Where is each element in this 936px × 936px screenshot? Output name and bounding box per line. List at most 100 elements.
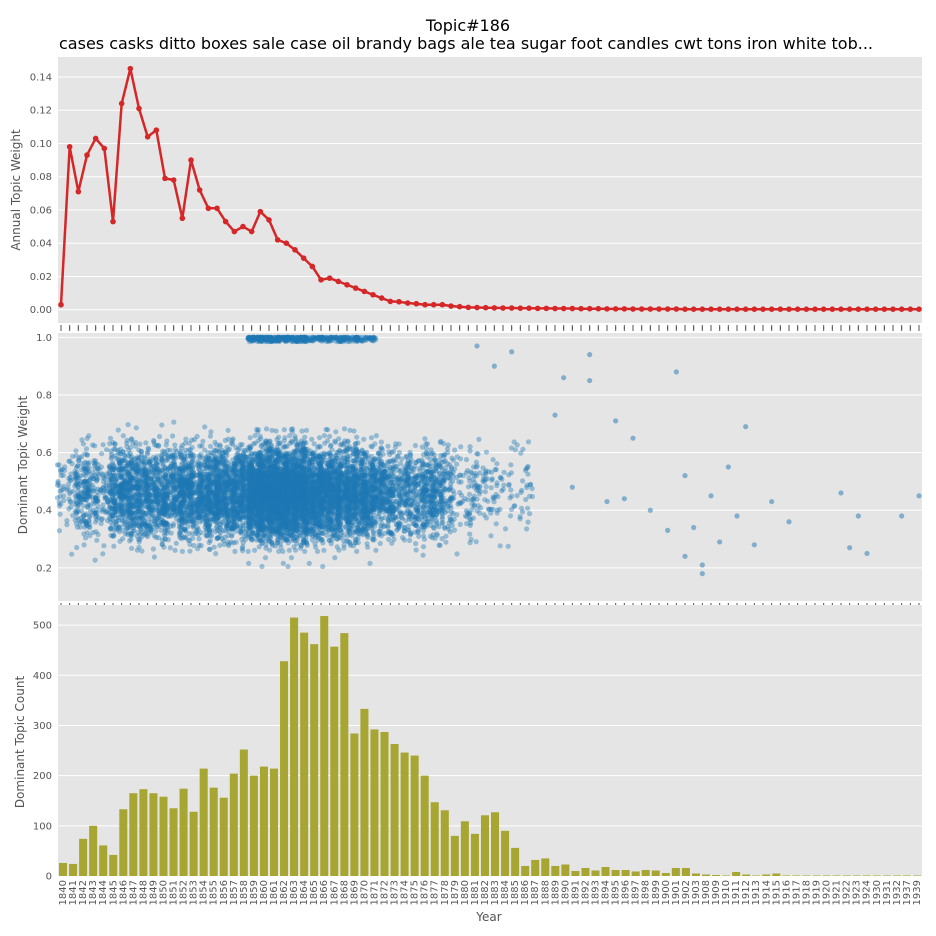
scatter-point (90, 488, 96, 494)
scatter-points (54, 334, 536, 570)
scatter-point (93, 494, 99, 500)
scatter-point (172, 447, 178, 453)
scatter-point (224, 463, 230, 469)
scatter-point (222, 470, 228, 476)
scatter-point (127, 489, 133, 495)
scatter-point (103, 474, 109, 480)
scatter-point (130, 475, 136, 481)
scatter-point (75, 482, 81, 488)
scatter-point (119, 482, 125, 488)
scatter-point (92, 499, 98, 505)
scatter-point (116, 495, 122, 501)
scatter-point (92, 557, 98, 563)
scatter-point (247, 535, 253, 541)
scatter-point (86, 465, 92, 471)
scatter-point (95, 492, 101, 499)
scatter-point (77, 480, 83, 486)
scatter-point (92, 514, 99, 520)
scatter-point (81, 467, 87, 473)
line-point (66, 143, 73, 150)
scatter-point (93, 506, 100, 513)
scatter-point (66, 490, 73, 497)
scatter-point (172, 442, 178, 448)
scatter-point (104, 471, 110, 477)
scatter-point (131, 523, 137, 529)
scatter-point (58, 501, 64, 507)
scatter-point (118, 483, 124, 489)
scatter-point (117, 446, 124, 452)
line-point (92, 135, 99, 142)
scatter-point (85, 487, 91, 493)
scatter-point (90, 476, 96, 482)
scatter-point (255, 335, 261, 341)
scatter-point (111, 466, 117, 472)
scatter-point (177, 534, 183, 541)
scatter-point (59, 466, 65, 472)
scatter-point (247, 493, 253, 499)
scatter-point (124, 481, 130, 487)
scatter-point (127, 471, 133, 477)
scatter-point (124, 488, 131, 494)
scatter-point (202, 462, 208, 468)
scatter-point (72, 474, 78, 480)
scatter-point (121, 485, 127, 491)
scatter-point (120, 458, 126, 464)
scatter-point (107, 525, 114, 532)
line-point (656, 306, 662, 312)
scatter-point (122, 477, 128, 483)
scatter-point (128, 536, 134, 542)
scatter-point (107, 514, 113, 520)
scatter-point (141, 473, 148, 479)
scatter-point (113, 477, 119, 484)
scatter-point (108, 489, 114, 495)
scatter-point (151, 554, 157, 560)
scatter-point (116, 456, 123, 462)
scatter-point (125, 531, 131, 538)
scatter-point (76, 517, 82, 523)
scatter-point (85, 501, 91, 507)
scatter-point (99, 506, 105, 513)
scatter-point (120, 483, 126, 490)
scatter-point (133, 425, 139, 431)
scatter-point (122, 494, 128, 500)
scatter-point (64, 487, 70, 493)
scatter-point (122, 457, 128, 463)
line-point (153, 127, 160, 133)
scatter-point (91, 485, 97, 491)
scatter-point (128, 474, 134, 480)
scatter-point (70, 453, 76, 459)
scatter-ytick-label: 0.4 (36, 506, 52, 517)
scatter-point (254, 476, 260, 482)
line-point (803, 306, 810, 313)
scatter-point (121, 501, 127, 507)
scatter-point (86, 477, 92, 483)
scatter-point (111, 506, 117, 513)
scatter-point (111, 532, 117, 538)
scatter-point (100, 479, 107, 485)
line-point (274, 237, 281, 243)
scatter-point (67, 458, 73, 464)
scatter-point (100, 502, 106, 508)
line-ytick-label: 0.10 (30, 139, 52, 150)
scatter-point (66, 475, 72, 482)
scatter-point (87, 521, 93, 527)
scatter-point (108, 482, 114, 488)
scatter-point (150, 481, 156, 487)
scatter-point (106, 465, 113, 471)
scatter-point (122, 493, 128, 499)
scatter-point (77, 524, 83, 530)
scatter-point (127, 487, 133, 494)
scatter-point (61, 493, 67, 499)
scatter-point (102, 476, 108, 482)
scatter-point (161, 507, 167, 513)
scatter-point (212, 529, 218, 535)
scatter-point (86, 524, 92, 530)
scatter-point (199, 443, 205, 449)
scatter-point (95, 514, 102, 521)
scatter-point (78, 515, 85, 521)
scatter-point (116, 473, 122, 479)
scatter-point (94, 509, 100, 515)
scatter-point (106, 469, 112, 475)
scatter-point (103, 483, 109, 489)
scatter-point (100, 472, 106, 478)
